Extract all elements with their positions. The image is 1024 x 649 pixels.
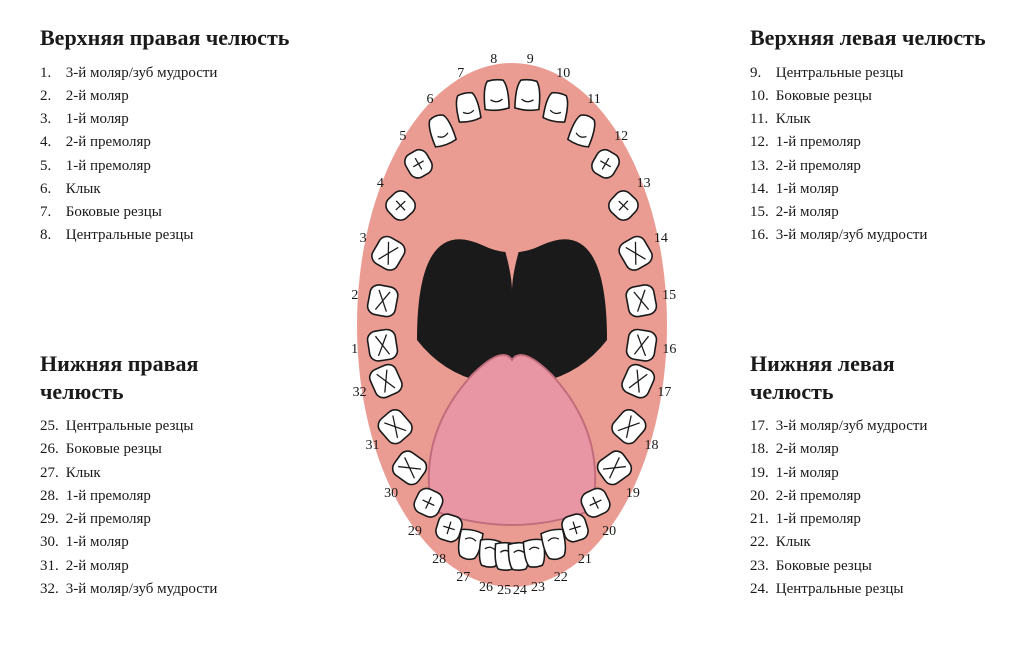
tooth-list-item: 18. 2-й моляр xyxy=(750,438,1010,461)
tooth-list-item: 9. Центральные резцы xyxy=(750,62,1010,85)
tooth-number-label: 27 xyxy=(456,570,470,586)
mouth-diagram: 8765432191011121314151632313029282726252… xyxy=(320,30,704,620)
tooth-number-label: 16 xyxy=(662,342,676,358)
tooth-list-item: 29. 2-й премоляр xyxy=(40,508,300,531)
tooth-number-label: 9 xyxy=(527,52,534,68)
tooth-number-label: 13 xyxy=(637,176,651,192)
tooth-number-label: 31 xyxy=(365,438,379,454)
tooth-list-item: 30. 1-й моляр xyxy=(40,531,300,554)
tooth-number-label: 10 xyxy=(556,66,570,82)
quadrant-upper-right: Верхняя правая челюсть 1. 3-й моляр/зуб … xyxy=(40,24,300,248)
tooth-list-item: 17. 3-й моляр/зуб мудрости xyxy=(750,415,1010,438)
tooth-number-label: 24 xyxy=(513,583,527,599)
tooth-list-item: 32. 3-й моляр/зуб мудрости xyxy=(40,578,300,601)
quadrant-title: Нижняя праваячелюсть xyxy=(40,350,300,405)
quadrant-title: Верхняя правая челюсть xyxy=(40,24,300,52)
quadrant-list: 9. Центральные резцы10. Боковые резцы11.… xyxy=(750,62,1010,248)
tooth-list-item: 7. Боковые резцы xyxy=(40,201,300,224)
tooth-number-label: 14 xyxy=(654,231,668,247)
tooth-list-item: 19. 1-й моляр xyxy=(750,462,1010,485)
tooth-number-label: 25 xyxy=(497,583,511,599)
tooth-number-label: 29 xyxy=(408,524,422,540)
tooth-list-item: 2. 2-й моляр xyxy=(40,85,300,108)
quadrant-list: 17. 3-й моляр/зуб мудрости18. 2-й моляр1… xyxy=(750,415,1010,601)
tooth-number-label: 7 xyxy=(457,66,464,82)
tooth-number-label: 5 xyxy=(399,129,406,145)
tooth-list-item: 16. 3-й моляр/зуб мудрости xyxy=(750,224,1010,247)
quadrant-upper-left: Верхняя левая челюсть 9. Центральные рез… xyxy=(750,24,1010,248)
tooth-number-label: 6 xyxy=(427,92,434,108)
tooth-list-item: 14. 1-й моляр xyxy=(750,178,1010,201)
tooth-number-label: 8 xyxy=(490,52,497,68)
tooth-list-item: 23. Боковые резцы xyxy=(750,555,1010,578)
tooth-number-label: 2 xyxy=(351,288,358,304)
tooth-number-label: 11 xyxy=(587,92,600,108)
tooth-number-label: 28 xyxy=(432,552,446,568)
page: Верхняя правая челюсть 1. 3-й моляр/зуб … xyxy=(0,0,1024,649)
quadrant-lower-left: Нижняя леваячелюсть 17. 3-й моляр/зуб му… xyxy=(750,350,1010,601)
tooth-number-label: 30 xyxy=(384,486,398,502)
tooth-list-item: 4. 2-й премоляр xyxy=(40,131,300,154)
tooth-list-item: 22. Клык xyxy=(750,531,1010,554)
tooth-list-item: 11. Клык xyxy=(750,108,1010,131)
tooth-list-item: 3. 1-й моляр xyxy=(40,108,300,131)
tooth-number-label: 26 xyxy=(479,580,493,596)
quadrant-title: Верхняя левая челюсть xyxy=(750,24,1010,52)
tooth-number-label: 19 xyxy=(626,486,640,502)
tooth-number-label: 20 xyxy=(602,524,616,540)
tooth-list-item: 24. Центральные резцы xyxy=(750,578,1010,601)
tooth-list-item: 20. 2-й премоляр xyxy=(750,485,1010,508)
tooth-list-item: 5. 1-й премоляр xyxy=(40,155,300,178)
tooth-number-label: 1 xyxy=(351,342,358,358)
tooth-number-label: 18 xyxy=(645,438,659,454)
tooth-list-item: 31. 2-й моляр xyxy=(40,555,300,578)
tooth-list-item: 21. 1-й премоляр xyxy=(750,508,1010,531)
tooth-list-item: 6. Клык xyxy=(40,178,300,201)
tooth-list-item: 12. 1-й премоляр xyxy=(750,131,1010,154)
tooth-number-label: 23 xyxy=(531,580,545,596)
tooth-number-label: 22 xyxy=(554,570,568,586)
tooth-list-item: 1. 3-й моляр/зуб мудрости xyxy=(40,62,300,85)
tooth-list-item: 25. Центральные резцы xyxy=(40,415,300,438)
tooth-list-item: 15. 2-й моляр xyxy=(750,201,1010,224)
quadrant-title: Нижняя леваячелюсть xyxy=(750,350,1010,405)
tooth-list-item: 13. 2-й премоляр xyxy=(750,155,1010,178)
tooth-list-item: 10. Боковые резцы xyxy=(750,85,1010,108)
tooth-number-label: 17 xyxy=(657,385,671,401)
tooth-list-item: 28. 1-й премоляр xyxy=(40,485,300,508)
tooth-number-label: 4 xyxy=(377,176,384,192)
quadrant-list: 25. Центральные резцы26. Боковые резцы27… xyxy=(40,415,300,601)
tooth-number-label: 21 xyxy=(578,552,592,568)
tooth-number-label: 15 xyxy=(662,288,676,304)
tooth-list-item: 8. Центральные резцы xyxy=(40,224,300,247)
tooth-number-label: 3 xyxy=(360,231,367,247)
tooth-list-item: 27. Клык xyxy=(40,462,300,485)
tooth-list-item: 26. Боковые резцы xyxy=(40,438,300,461)
quadrant-list: 1. 3-й моляр/зуб мудрости2. 2-й моляр3. … xyxy=(40,62,300,248)
tooth-number-label: 32 xyxy=(353,385,367,401)
tooth-number-label: 12 xyxy=(614,129,628,145)
quadrant-lower-right: Нижняя праваячелюсть 25. Центральные рез… xyxy=(40,350,300,601)
